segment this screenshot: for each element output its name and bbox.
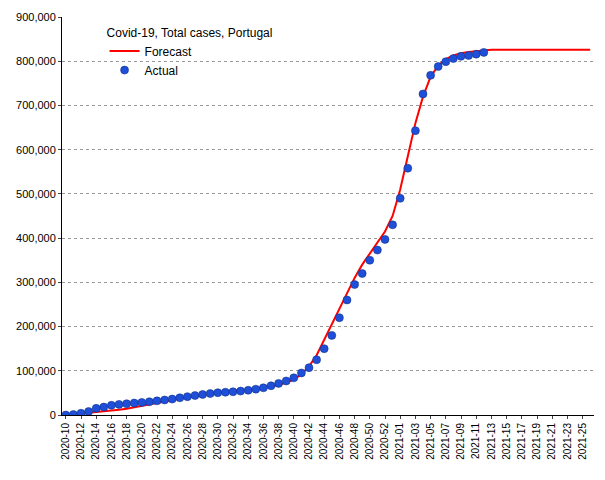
svg-text:2020-52: 2020-52: [379, 423, 390, 460]
svg-text:2020-40: 2020-40: [288, 423, 299, 460]
svg-text:2020-42: 2020-42: [303, 423, 314, 460]
svg-text:500,000: 500,000: [16, 188, 56, 200]
svg-text:2020-50: 2020-50: [364, 423, 375, 460]
svg-text:2021-23: 2021-23: [562, 423, 573, 460]
svg-text:2021-25: 2021-25: [577, 423, 588, 460]
svg-text:100,000: 100,000: [16, 365, 56, 377]
svg-text:300,000: 300,000: [16, 276, 56, 288]
svg-text:2021-09: 2021-09: [455, 423, 466, 460]
svg-text:2020-18: 2020-18: [121, 423, 132, 460]
svg-text:2021-07: 2021-07: [440, 423, 451, 460]
svg-text:400,000: 400,000: [16, 232, 56, 244]
svg-text:2020-10: 2020-10: [60, 423, 71, 460]
svg-text:Covid-19, Total cases, Portuga: Covid-19, Total cases, Portugal: [107, 26, 273, 40]
svg-text:800,000: 800,000: [16, 55, 56, 67]
svg-text:2020-16: 2020-16: [106, 423, 117, 460]
svg-text:2021-21: 2021-21: [546, 423, 557, 460]
svg-text:2021-11: 2021-11: [470, 423, 481, 459]
svg-text:700,000: 700,000: [16, 99, 56, 111]
svg-text:2020-48: 2020-48: [349, 423, 360, 460]
svg-text:2020-20: 2020-20: [136, 423, 147, 460]
svg-text:200,000: 200,000: [16, 320, 56, 332]
svg-text:2021-01: 2021-01: [394, 423, 405, 460]
svg-text:2020-24: 2020-24: [166, 423, 177, 460]
svg-text:2020-46: 2020-46: [334, 423, 345, 460]
svg-text:900,000: 900,000: [16, 11, 56, 23]
svg-text:2020-36: 2020-36: [258, 423, 269, 460]
svg-text:2021-13: 2021-13: [486, 423, 497, 460]
svg-text:2020-14: 2020-14: [90, 423, 101, 460]
svg-text:2020-28: 2020-28: [197, 423, 208, 460]
svg-text:600,000: 600,000: [16, 144, 56, 156]
svg-text:2020-12: 2020-12: [75, 423, 86, 460]
svg-text:2020-34: 2020-34: [242, 423, 253, 460]
svg-text:2021-05: 2021-05: [425, 423, 436, 460]
svg-text:Actual: Actual: [145, 64, 178, 78]
svg-text:2021-15: 2021-15: [501, 423, 512, 460]
svg-text:2021-17: 2021-17: [516, 423, 527, 460]
svg-text:Forecast: Forecast: [145, 45, 192, 59]
svg-text:2021-03: 2021-03: [410, 423, 421, 460]
svg-text:0: 0: [50, 409, 56, 421]
svg-text:2020-30: 2020-30: [212, 423, 223, 460]
svg-text:2020-38: 2020-38: [273, 423, 284, 460]
svg-text:2020-22: 2020-22: [151, 423, 162, 460]
svg-text:2021-19: 2021-19: [531, 423, 542, 460]
svg-text:2020-32: 2020-32: [227, 423, 238, 460]
svg-text:2020-44: 2020-44: [318, 423, 329, 460]
svg-text:2020-26: 2020-26: [182, 423, 193, 460]
